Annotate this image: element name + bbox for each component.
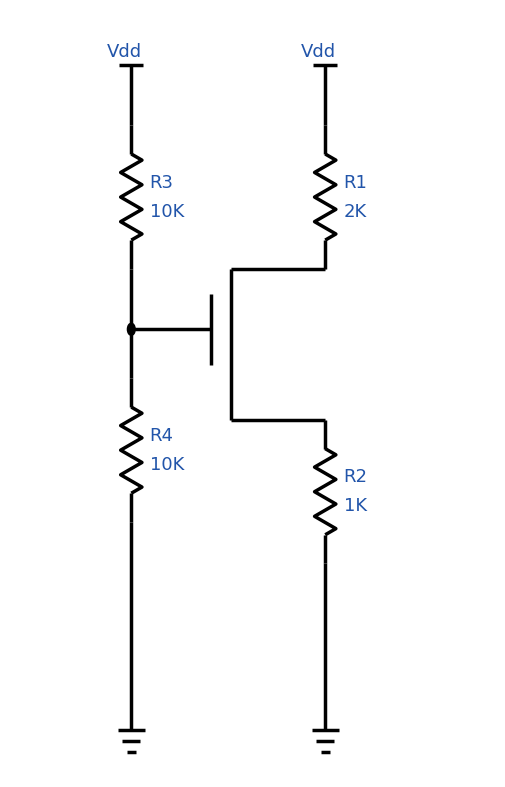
Text: Vdd: Vdd [107, 43, 142, 61]
Text: R2: R2 [343, 468, 368, 486]
Text: R4: R4 [149, 427, 174, 445]
Text: 1K: 1K [343, 497, 367, 515]
Circle shape [127, 323, 135, 335]
Text: R1: R1 [343, 174, 368, 191]
Text: 10K: 10K [149, 456, 184, 474]
Text: Vdd: Vdd [301, 43, 336, 61]
Text: 2K: 2K [343, 202, 367, 220]
Text: R3: R3 [149, 174, 174, 191]
Text: 10K: 10K [149, 202, 184, 220]
